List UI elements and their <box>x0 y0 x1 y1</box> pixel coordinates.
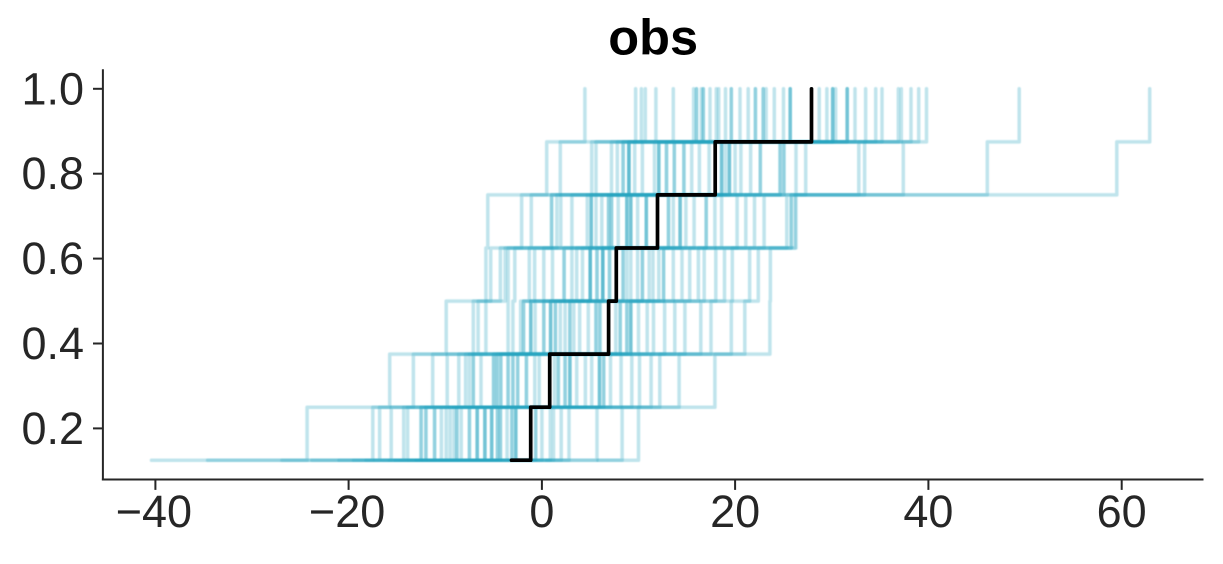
svg-text:0.2: 0.2 <box>21 403 84 454</box>
svg-text:40: 40 <box>903 486 953 537</box>
svg-text:0: 0 <box>529 486 554 537</box>
svg-text:0.6: 0.6 <box>21 233 84 284</box>
svg-text:0.4: 0.4 <box>21 318 84 369</box>
svg-text:−40: −40 <box>116 486 192 537</box>
svg-text:0.8: 0.8 <box>21 148 84 199</box>
svg-text:1.0: 1.0 <box>21 63 84 114</box>
svg-text:obs: obs <box>608 9 698 66</box>
svg-text:20: 20 <box>710 486 760 537</box>
svg-text:60: 60 <box>1097 486 1147 537</box>
svg-text:−20: −20 <box>309 486 385 537</box>
